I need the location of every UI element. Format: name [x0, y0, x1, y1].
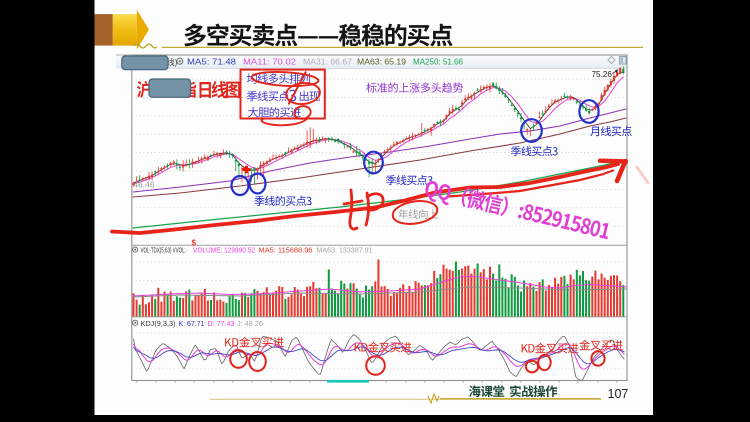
svg-text:46.46: 46.46 — [134, 181, 156, 190]
svg-text:MA5: 115688.96: MA5: 115688.96 — [259, 248, 313, 255]
svg-text:MA5: 71.48: MA5: 71.48 — [187, 57, 237, 66]
svg-text:VOL-TDX(5,63) VVOL: ·: VOL-TDX(5,63) VVOL: · — [141, 248, 189, 255]
svg-text:VOLUME: 129990.52: VOLUME: 129990.52 — [193, 248, 255, 255]
svg-text:107: 107 — [608, 387, 629, 401]
svg-text:J: 48.26: J: 48.26 — [237, 321, 263, 328]
svg-text:MA63: 65.19: MA63: 65.19 — [357, 57, 407, 66]
svg-text:75.26: 75.26 — [592, 69, 613, 79]
svg-text:MA63: 133387.91: MA63: 133387.91 — [317, 248, 373, 255]
svg-text:D: 77.43: D: 77.43 — [208, 321, 235, 328]
svg-text:MA250: 51.66: MA250: 51.66 — [413, 57, 464, 66]
svg-text:KDJ(9,3,3): KDJ(9,3,3) — [141, 321, 176, 328]
svg-text:MA31: 66.67: MA31: 66.67 — [303, 57, 352, 66]
svg-text:MA11: 70.02: MA11: 70.02 — [243, 57, 296, 66]
svg-text:$: $ — [192, 239, 197, 248]
svg-text:K: 67.71: K: 67.71 — [179, 321, 205, 328]
